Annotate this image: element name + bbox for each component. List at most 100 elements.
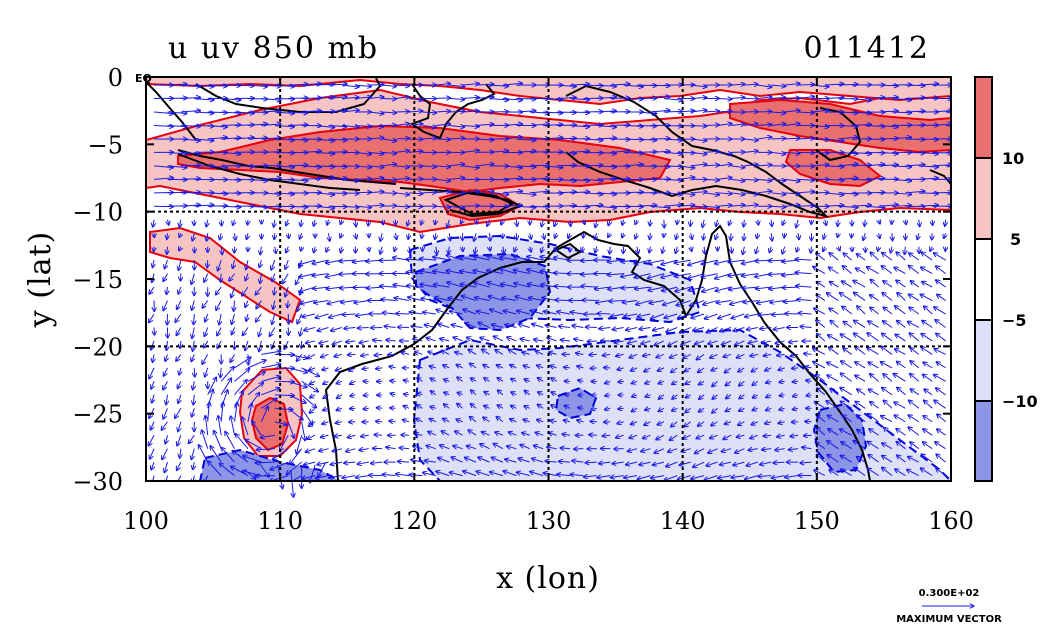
wind-vector — [448, 246, 449, 254]
wind-vector — [280, 434, 289, 451]
wind-vector — [323, 408, 329, 410]
wind-vector — [166, 394, 167, 405]
wind-vector — [757, 111, 772, 112]
wind-vector — [451, 325, 463, 328]
wind-vector — [505, 459, 517, 462]
wind-vector — [489, 193, 508, 195]
wind-vector — [461, 296, 477, 302]
wind-vector — [453, 337, 463, 342]
wind-vector — [421, 233, 422, 238]
wind-vector — [363, 408, 369, 409]
wind-vector — [590, 368, 597, 369]
wind-vector — [286, 246, 288, 253]
wind-vector — [375, 368, 383, 369]
wind-vector — [435, 233, 436, 239]
wind-vector — [503, 471, 517, 477]
wind-vector — [165, 354, 167, 361]
wind-vector — [234, 368, 250, 382]
wind-vector — [305, 448, 316, 453]
max-vector-value: 0.300E+02 — [919, 588, 980, 599]
wind-vector — [803, 435, 812, 436]
wind-vector — [328, 84, 347, 85]
wind-vector — [396, 474, 410, 476]
wind-vector — [395, 111, 410, 112]
wind-vector — [368, 166, 384, 168]
wind-vector — [167, 166, 187, 168]
wind-vector — [381, 299, 396, 300]
sulawesi-coast — [409, 83, 496, 140]
wind-vector — [178, 421, 181, 432]
wind-vector — [506, 446, 517, 449]
x-axis-label: x (lon) — [496, 561, 600, 596]
y-tick-labels: 0 −5 −10 −15 −20 −25 −30 — [72, 64, 123, 496]
wind-vector — [233, 219, 235, 226]
wind-vector — [578, 408, 584, 409]
wind-vector — [215, 286, 222, 295]
wind-vector — [511, 392, 517, 395]
wind-vector — [180, 111, 201, 112]
wind-vector — [191, 448, 194, 460]
wind-vector — [234, 137, 255, 139]
wind-vector — [221, 402, 223, 422]
wind-vector — [247, 372, 265, 382]
wind-vector — [444, 392, 450, 395]
wind-vector — [282, 273, 289, 284]
wind-vector — [443, 379, 450, 381]
wind-vector — [335, 422, 342, 424]
wind-vector — [417, 393, 423, 395]
wind-vector — [218, 259, 222, 271]
wind-vector — [163, 367, 168, 376]
wind-vector — [344, 462, 356, 463]
wind-vector — [261, 111, 281, 112]
wind-vector — [481, 349, 490, 355]
wind-vector — [435, 206, 451, 207]
wind-vector — [402, 420, 410, 422]
wind-vector — [457, 377, 463, 382]
wind-vector — [417, 378, 423, 382]
wind-vector — [476, 220, 477, 224]
wind-vector — [508, 349, 517, 355]
wind-vector — [340, 301, 356, 303]
wind-vector — [474, 233, 476, 241]
colorbar-band-pos-strong — [975, 77, 992, 158]
wind-vector — [231, 286, 236, 298]
wind-vector — [307, 434, 316, 439]
wind-vector — [428, 431, 437, 436]
wind-vector — [516, 193, 536, 195]
wind-vector — [315, 139, 335, 141]
wind-vector — [180, 97, 201, 98]
wind-vector — [149, 286, 155, 294]
wind-vector — [304, 327, 316, 330]
wind-vector — [491, 324, 504, 327]
wind-vector — [342, 476, 356, 478]
southwest-easterly-strong — [198, 448, 341, 481]
wind-vector — [717, 99, 732, 100]
wind-vector — [355, 152, 371, 154]
wind-vector — [309, 407, 316, 413]
wind-vector — [502, 83, 523, 85]
wind-vector — [476, 84, 494, 85]
wind-vector — [221, 112, 241, 113]
wind-vector — [194, 313, 195, 325]
wind-vector — [315, 84, 335, 85]
wind-vector — [438, 458, 450, 463]
wind-vector — [484, 405, 490, 408]
wind-vector — [179, 247, 181, 251]
wind-vector — [489, 233, 490, 241]
wind-vector — [287, 421, 294, 439]
wind-vector — [180, 125, 201, 126]
lesser-sunda-coast — [399, 187, 523, 218]
wind-vector — [180, 152, 201, 153]
wind-vector — [368, 112, 384, 114]
wind-vector — [193, 381, 195, 390]
wind-vector — [529, 124, 550, 126]
wind-vector — [462, 206, 480, 207]
wind-vector — [246, 260, 248, 270]
wind-vector — [288, 367, 307, 373]
wind-vector — [149, 313, 155, 323]
wind-vector — [204, 475, 207, 481]
wind-vector — [207, 125, 228, 127]
wind-vector — [465, 323, 477, 328]
wind-vector — [163, 381, 168, 390]
wind-vector — [435, 98, 451, 99]
